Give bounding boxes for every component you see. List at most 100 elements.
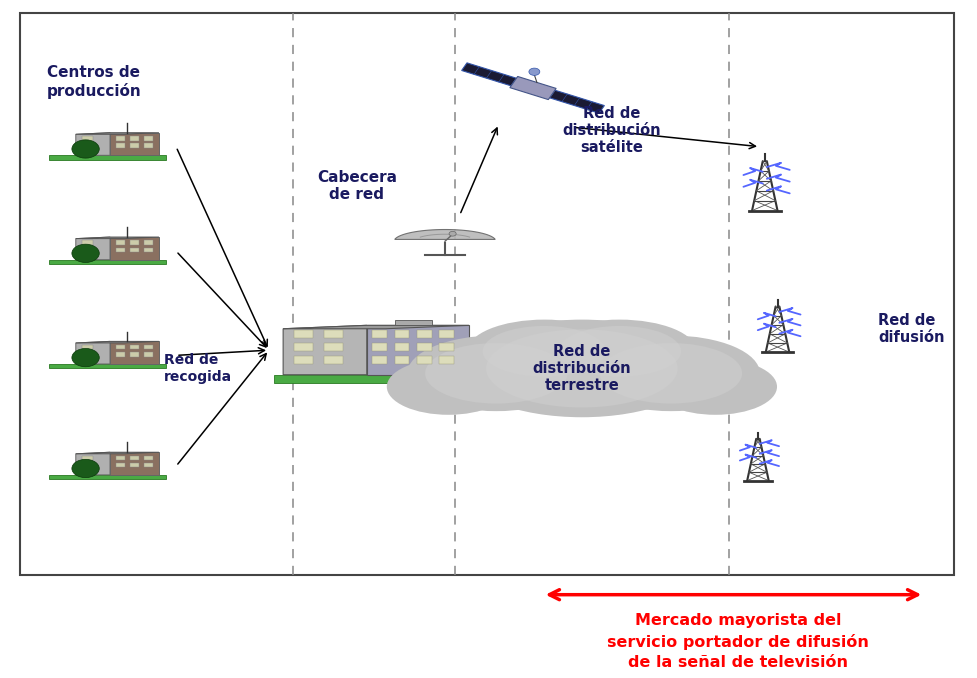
- Polygon shape: [372, 330, 387, 338]
- Polygon shape: [130, 456, 139, 460]
- Text: Centros de
producción: Centros de producción: [47, 65, 142, 99]
- Polygon shape: [461, 63, 516, 86]
- Polygon shape: [76, 452, 158, 454]
- Polygon shape: [116, 344, 125, 349]
- Polygon shape: [82, 143, 93, 148]
- Polygon shape: [82, 463, 93, 467]
- FancyBboxPatch shape: [20, 13, 953, 575]
- Polygon shape: [116, 143, 125, 148]
- Polygon shape: [416, 356, 432, 364]
- Polygon shape: [116, 456, 125, 460]
- Polygon shape: [109, 237, 158, 260]
- Circle shape: [529, 68, 539, 75]
- Polygon shape: [76, 237, 109, 260]
- Polygon shape: [130, 143, 139, 148]
- Circle shape: [448, 231, 455, 236]
- Polygon shape: [323, 356, 342, 364]
- Ellipse shape: [581, 336, 759, 411]
- Polygon shape: [439, 356, 453, 364]
- Polygon shape: [116, 352, 125, 357]
- Ellipse shape: [387, 359, 510, 415]
- Polygon shape: [144, 136, 152, 140]
- Polygon shape: [49, 155, 166, 160]
- Polygon shape: [144, 456, 152, 460]
- Polygon shape: [394, 330, 409, 338]
- Polygon shape: [283, 325, 366, 375]
- Polygon shape: [283, 325, 469, 329]
- Ellipse shape: [557, 326, 680, 377]
- Polygon shape: [82, 241, 93, 245]
- Ellipse shape: [406, 336, 584, 411]
- Text: Red de
distribución
terrestre: Red de distribución terrestre: [532, 344, 630, 393]
- Polygon shape: [130, 247, 139, 252]
- Text: Red de
difusión: Red de difusión: [877, 313, 944, 346]
- Polygon shape: [76, 341, 158, 343]
- Polygon shape: [372, 343, 387, 351]
- Text: Cabecera
de red: Cabecera de red: [317, 170, 397, 202]
- Polygon shape: [76, 237, 158, 239]
- Polygon shape: [49, 260, 166, 264]
- Polygon shape: [76, 341, 109, 364]
- Polygon shape: [366, 325, 469, 375]
- Polygon shape: [76, 133, 109, 155]
- Text: Red de
distribución
satélite: Red de distribución satélite: [562, 106, 659, 155]
- Polygon shape: [439, 343, 453, 351]
- Polygon shape: [130, 136, 139, 140]
- Ellipse shape: [486, 330, 677, 407]
- Ellipse shape: [461, 319, 701, 417]
- Text: Red de
recogida: Red de recogida: [164, 353, 233, 384]
- Polygon shape: [144, 463, 152, 467]
- Polygon shape: [116, 247, 125, 252]
- Polygon shape: [294, 330, 313, 338]
- Polygon shape: [130, 344, 139, 349]
- Ellipse shape: [599, 343, 742, 403]
- Polygon shape: [76, 133, 158, 134]
- Text: Mercado mayorista del
servicio portador de difusión
de la señal de televisión: Mercado mayorista del servicio portador …: [607, 613, 869, 670]
- Ellipse shape: [542, 319, 696, 383]
- Circle shape: [71, 140, 100, 158]
- Polygon shape: [144, 143, 152, 148]
- Polygon shape: [323, 343, 342, 351]
- Ellipse shape: [499, 364, 629, 416]
- Circle shape: [71, 348, 100, 367]
- Polygon shape: [294, 356, 313, 364]
- Ellipse shape: [533, 364, 663, 416]
- Polygon shape: [144, 247, 152, 252]
- Polygon shape: [82, 352, 93, 357]
- Polygon shape: [130, 241, 139, 245]
- Ellipse shape: [425, 343, 567, 403]
- Polygon shape: [82, 136, 93, 140]
- Polygon shape: [130, 463, 139, 467]
- Polygon shape: [394, 320, 432, 325]
- Circle shape: [71, 460, 100, 477]
- Polygon shape: [394, 343, 409, 351]
- Polygon shape: [144, 352, 152, 357]
- Polygon shape: [82, 456, 93, 460]
- Polygon shape: [82, 247, 93, 252]
- Polygon shape: [49, 364, 166, 368]
- Polygon shape: [144, 344, 152, 349]
- Polygon shape: [109, 133, 158, 155]
- Polygon shape: [395, 230, 494, 239]
- Polygon shape: [116, 463, 125, 467]
- Polygon shape: [49, 475, 166, 479]
- Polygon shape: [394, 356, 409, 364]
- Polygon shape: [439, 330, 453, 338]
- Polygon shape: [130, 352, 139, 357]
- Ellipse shape: [653, 359, 776, 415]
- Polygon shape: [509, 77, 556, 100]
- Polygon shape: [109, 341, 158, 364]
- Polygon shape: [416, 343, 432, 351]
- Circle shape: [71, 244, 100, 262]
- Polygon shape: [294, 343, 313, 351]
- Ellipse shape: [483, 326, 606, 377]
- Polygon shape: [323, 330, 342, 338]
- Polygon shape: [274, 375, 478, 383]
- Polygon shape: [116, 241, 125, 245]
- Polygon shape: [82, 344, 93, 349]
- Polygon shape: [416, 330, 432, 338]
- Polygon shape: [76, 452, 109, 475]
- Ellipse shape: [467, 319, 620, 383]
- Polygon shape: [549, 90, 604, 113]
- Polygon shape: [109, 452, 158, 475]
